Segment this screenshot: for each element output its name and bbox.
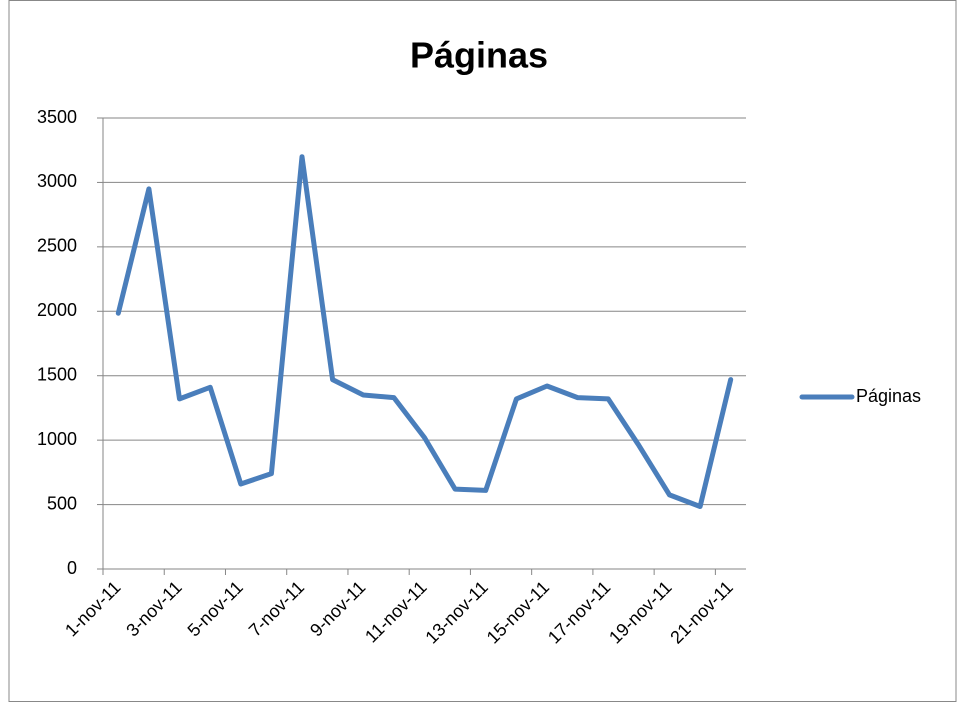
chart-title: Páginas [410,35,548,76]
y-tick-label: 1500 [37,364,77,384]
y-tick-label: 500 [47,493,77,513]
y-tick-label: 1000 [37,429,77,449]
legend-label: Páginas [856,386,921,406]
y-tick-label: 0 [67,558,77,578]
chart-border [8,0,957,702]
line-series [115,154,734,509]
y-tick-label: 2500 [37,236,77,256]
y-tick-label: 2000 [37,300,77,320]
y-tick-label: 3500 [37,107,77,127]
y-tick-label: 3000 [37,171,77,191]
